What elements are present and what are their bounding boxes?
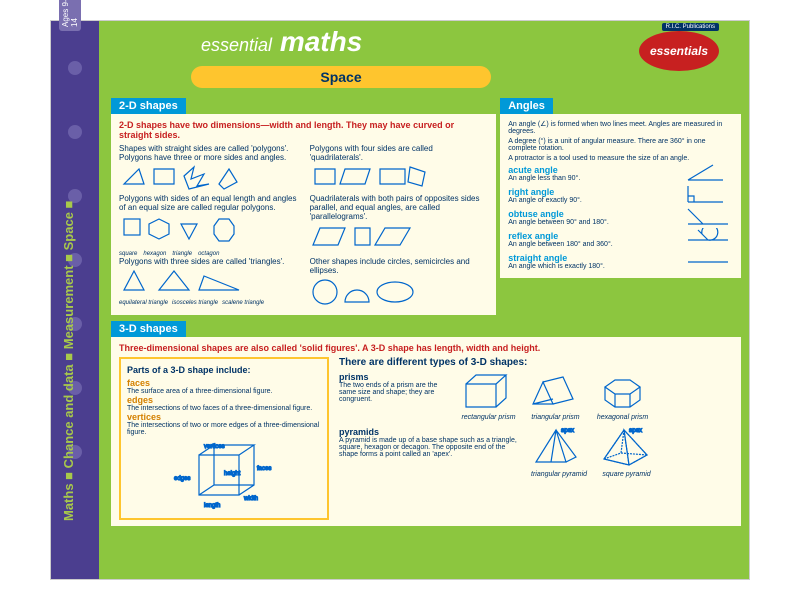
section-3d-label: 3-D shapes: [111, 321, 186, 337]
obtuse-d: An angle between 90° and 180°.: [508, 219, 671, 226]
lbl-tri-prism: triangular prism: [528, 414, 583, 421]
lbl-hex-prism: hexagonal prism: [595, 414, 650, 421]
vertices-d: The intersections of two or more edges o…: [127, 422, 321, 436]
straight-d: An angle which is exactly 180°.: [508, 263, 671, 270]
paras-text: Quadrilaterals with both pairs of opposi…: [310, 194, 489, 221]
polygon-shapes-svg: [119, 164, 239, 192]
edges-h: edges: [127, 395, 321, 405]
pyramids-d: A pyramid is made up of a base shape suc…: [339, 437, 519, 458]
lbl-faces: faces: [257, 466, 271, 472]
sq-pyramid-icon: apex: [599, 427, 654, 469]
2d-intro: 2-D shapes have two dimensions—width and…: [119, 120, 488, 140]
spine-text: Maths ■ Chance and data ■ Measurement ■ …: [61, 61, 76, 521]
lbl-isosceles: isosceles triangle: [172, 300, 218, 306]
triangles-text: Polygons with three sides are called 'tr…: [119, 257, 298, 266]
hex-prism-icon: [595, 372, 650, 412]
lbl-width: width: [243, 496, 258, 502]
lbl-tri-pyramid: triangular pyramid: [531, 471, 587, 478]
header: essential maths R.I.C. Publications esse…: [51, 21, 749, 91]
title-main: maths: [280, 26, 362, 57]
triangle-shapes-svg: [119, 268, 249, 298]
section-2d-label: 2-D shapes: [111, 98, 186, 114]
quad-shapes-svg: [310, 164, 430, 192]
lbl-scalene: scalene triangle: [222, 300, 264, 306]
prisms-h: prisms: [339, 372, 449, 382]
right-d: An angle of exactly 90°.: [508, 197, 671, 204]
tri-prism-icon: [528, 372, 583, 412]
title-prefix: essential: [201, 35, 272, 55]
reflex-h: reflex angle: [508, 231, 671, 241]
section-2d: 2-D shapes 2-D shapes have two dimension…: [111, 96, 496, 315]
obtuse-icon: [683, 206, 733, 228]
polygons-text: Shapes with straight sides are called 'p…: [119, 144, 298, 162]
regular-shapes-svg: [119, 214, 249, 249]
lbl-edges: edges: [174, 476, 190, 482]
lbl-apex2: apex: [629, 428, 642, 434]
lbl-vertices: vertices: [204, 444, 225, 450]
section-angles: Angles An angle (∠) is formed when two l…: [500, 96, 741, 315]
straight-icon: [683, 250, 733, 272]
angles-intro2: A degree (°) is a unit of angular measur…: [508, 138, 733, 152]
acute-h: acute angle: [508, 165, 671, 175]
spine: Ages 9-14 Maths ■ Chance and data ■ Meas…: [51, 21, 99, 579]
subtitle: Space: [191, 66, 491, 88]
other-text: Other shapes include circles, semicircle…: [310, 257, 489, 275]
right-icon: [683, 184, 733, 206]
cube-diagram-svg: vertices faces edges height length width: [169, 440, 279, 510]
faces-h: faces: [127, 378, 321, 388]
tri-pyramid-icon: apex: [531, 427, 586, 469]
reflex-icon: [683, 228, 733, 250]
faces-d: The surface area of a three-dimensional …: [127, 388, 321, 395]
lbl-sq-pyramid: square pyramid: [599, 471, 654, 478]
regular-text: Polygons with sides of an equal length a…: [119, 194, 298, 212]
lbl-equilateral: equilateral triangle: [119, 300, 168, 306]
parts-box: Parts of a 3-D shape include: faces The …: [119, 357, 329, 520]
angles-intro1: An angle (∠) is formed when two lines me…: [508, 120, 733, 135]
acute-icon: [683, 162, 733, 184]
content: 2-D shapes 2-D shapes have two dimension…: [111, 96, 741, 571]
section-angles-label: Angles: [500, 98, 553, 114]
essentials-badge: essentials: [639, 31, 719, 71]
rect-prism-icon: [461, 372, 516, 412]
pyramids-h: pyramids: [339, 427, 519, 437]
lbl-height: height: [224, 471, 241, 477]
section-3d: 3-D shapes Three-dimensional shapes are …: [111, 319, 741, 526]
straight-h: straight angle: [508, 253, 671, 263]
page-title: essential maths: [201, 26, 362, 58]
other-shapes-svg: [310, 277, 430, 307]
lbl-rect-prism: rectangular prism: [461, 414, 516, 421]
publisher-badge: R.I.C. Publications: [662, 23, 719, 31]
lbl-length: length: [204, 503, 220, 509]
quads-text: Polygons with four sides are called 'qua…: [310, 144, 489, 162]
lbl-apex1: apex: [561, 428, 574, 434]
reflex-d: An angle between 180° and 360°.: [508, 241, 671, 248]
parts-title: Parts of a 3-D shape include:: [127, 365, 321, 375]
angles-intro3: A protractor is a tool used to measure t…: [508, 155, 733, 162]
vertices-h: vertices: [127, 412, 321, 422]
page: Ages 9-14 Maths ■ Chance and data ■ Meas…: [50, 20, 750, 580]
prisms-d: The two ends of a prism are the same siz…: [339, 382, 449, 403]
para-shapes-svg: [310, 223, 430, 253]
3d-intro: Three-dimensional shapes are also called…: [119, 343, 733, 353]
acute-d: An angle less than 90°.: [508, 175, 671, 182]
right-h: right angle: [508, 187, 671, 197]
edges-d: The intersections of two faces of a thre…: [127, 405, 321, 412]
obtuse-h: obtuse angle: [508, 209, 671, 219]
